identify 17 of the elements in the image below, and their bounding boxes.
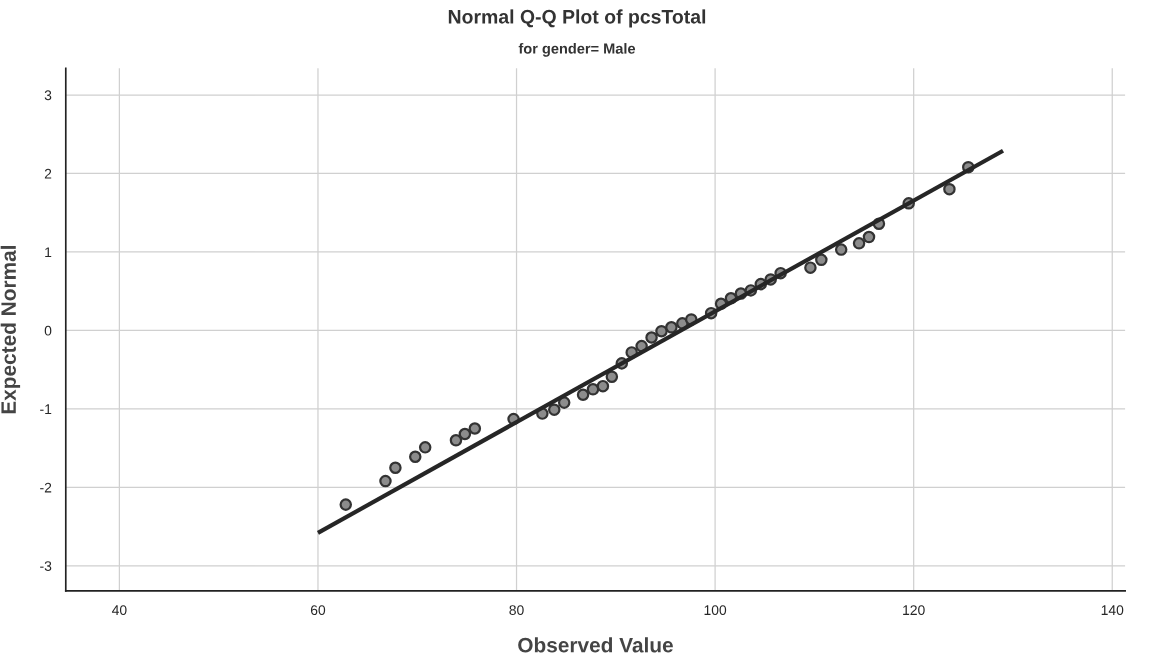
y-tick-label: 2 (44, 168, 52, 179)
y-tick-label: 3 (44, 90, 52, 101)
x-tick-label: 100 (704, 605, 727, 616)
y-tick-label: 1 (45, 247, 52, 257)
chart-subtitle: for gender= Male (518, 43, 636, 57)
y-tick-label: 0 (44, 325, 52, 336)
x-tick-label: 40 (111, 605, 127, 616)
x-tick-label: 60 (310, 605, 326, 616)
x-tick-label: 140 (1101, 605, 1124, 616)
chart-title: Normal Q-Q Plot of pcsTotal (448, 9, 706, 28)
y-axis-title: Expected Normal (0, 246, 21, 414)
y-tick-label: -3 (40, 561, 52, 571)
x-axis-title: Observed Value (518, 637, 673, 653)
y-tick-label: -1 (40, 404, 52, 414)
x-tick-label: 80 (509, 605, 524, 616)
y-tick-label: -2 (40, 482, 52, 493)
x-tick-label: 120 (903, 605, 925, 616)
